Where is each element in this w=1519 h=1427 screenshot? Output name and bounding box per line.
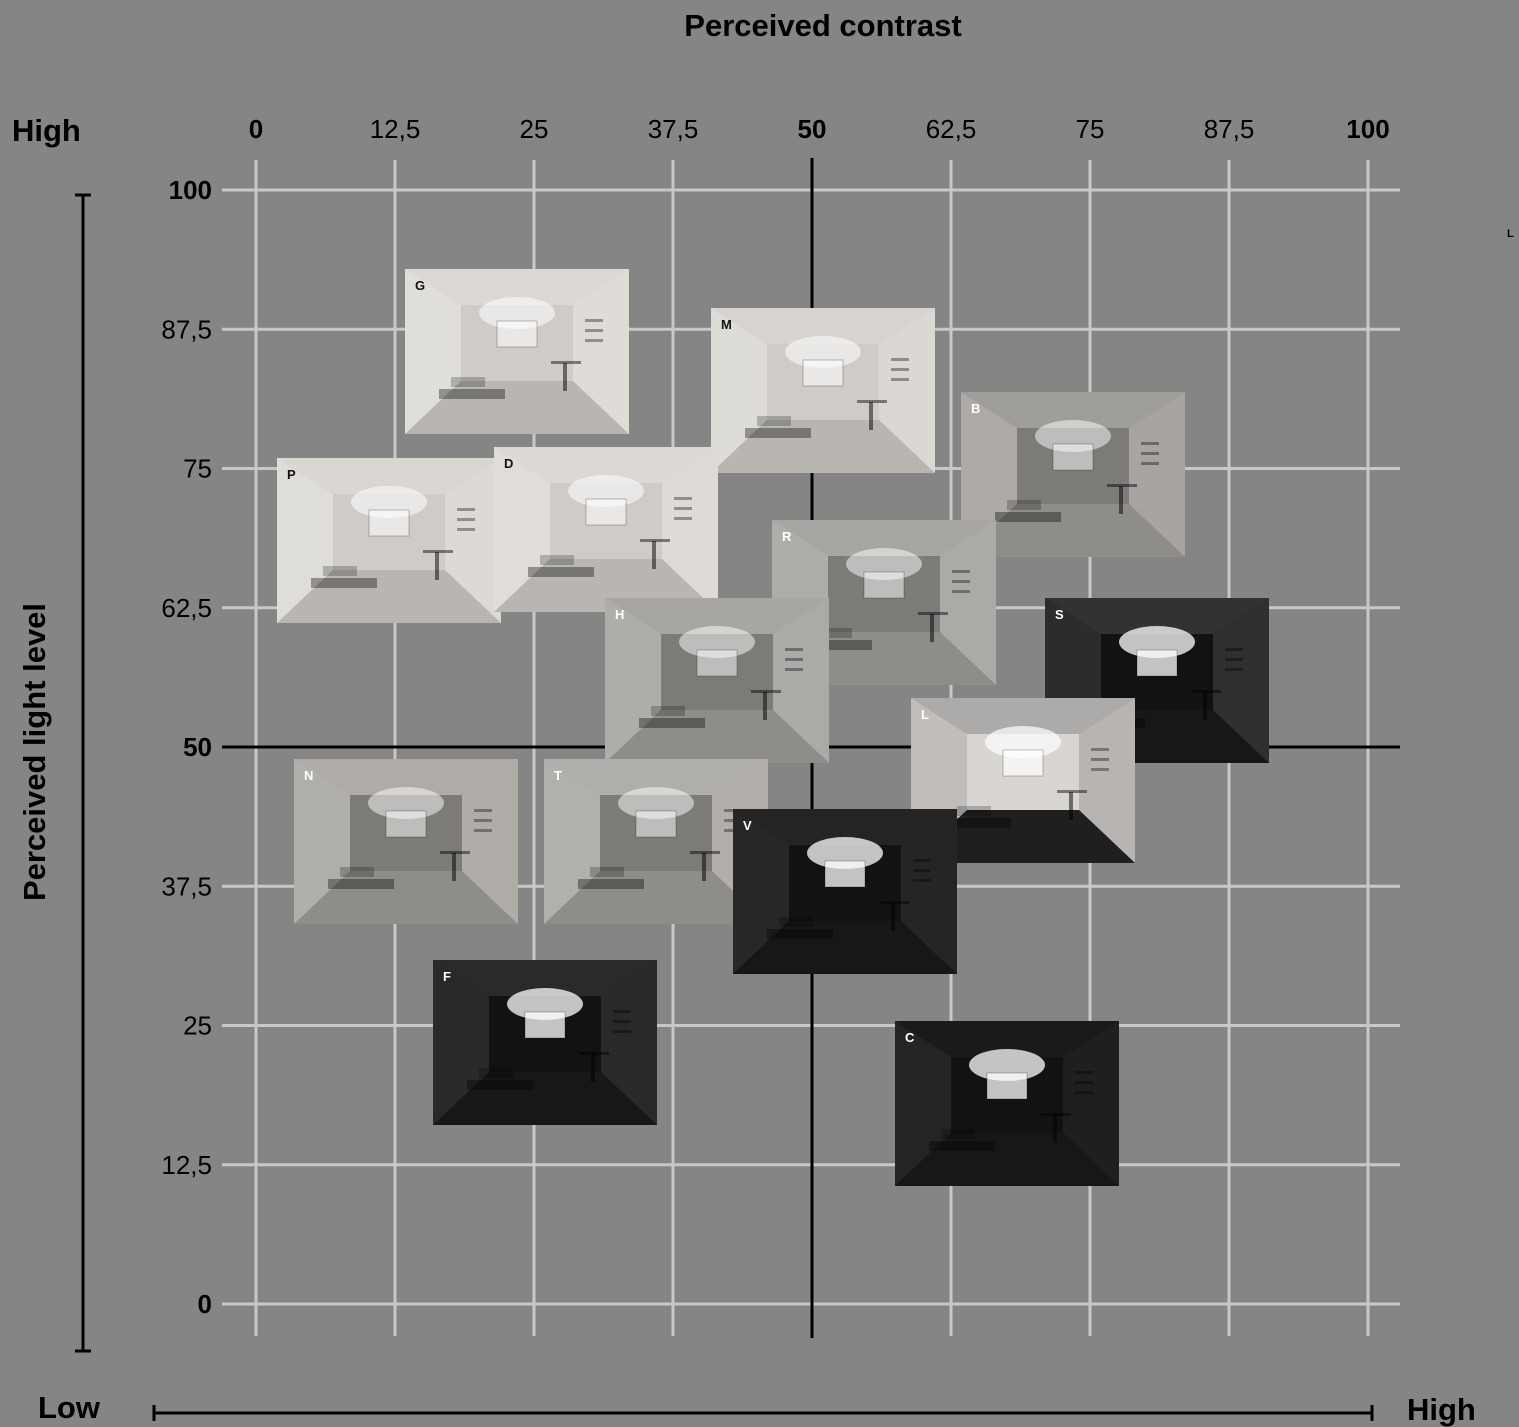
- room-illustration: [294, 759, 518, 924]
- room-label: P: [287, 467, 296, 482]
- room-label: H: [615, 607, 625, 622]
- room-thumbnail: P: [277, 458, 501, 623]
- y-tick-label: 0: [198, 1289, 212, 1319]
- x-axis-bracket: [152, 1405, 1374, 1421]
- room-thumbnail: B: [961, 392, 1185, 557]
- room-illustration: [711, 308, 935, 473]
- y-tick-label: 37,5: [161, 871, 212, 901]
- room-illustration: [961, 392, 1185, 557]
- room-label: N: [304, 768, 314, 783]
- room-label: G: [415, 278, 426, 293]
- room-thumbnail: V: [733, 809, 957, 974]
- room-illustration: [895, 1021, 1119, 1186]
- room-illustration: [433, 960, 657, 1125]
- x-tick-label: 100: [1346, 114, 1389, 144]
- room-thumbnail: N: [294, 759, 518, 924]
- room-thumbnail: F: [433, 960, 657, 1125]
- room-thumbnail: D: [494, 447, 718, 612]
- x-axis-high-label: High: [1407, 1392, 1476, 1427]
- room-thumbnail: C: [895, 1021, 1119, 1186]
- x-tick-label: 62,5: [926, 114, 977, 144]
- y-axis-high-label: High: [12, 113, 81, 148]
- room-label: F: [443, 969, 451, 984]
- room-thumbnail: G: [405, 269, 629, 434]
- y-tick-label: 75: [183, 454, 212, 484]
- room-label: T: [554, 768, 562, 783]
- room-label: M: [721, 317, 732, 332]
- room-illustration: [733, 809, 957, 974]
- room-thumbnail: L: [911, 698, 1135, 863]
- x-tick-label: 75: [1076, 114, 1105, 144]
- room-illustration: [494, 447, 718, 612]
- x-axis-low-label: Low: [38, 1390, 101, 1425]
- y-axis-bracket: [75, 193, 91, 1353]
- x-tick-label: 50: [798, 114, 827, 144]
- y-tick-label: 50: [183, 732, 212, 762]
- y-tick-label: 100: [169, 175, 212, 205]
- x-tick-label: 37,5: [648, 114, 699, 144]
- x-tick-label: 87,5: [1204, 114, 1255, 144]
- room-label: R: [782, 529, 792, 544]
- room-label: B: [971, 401, 981, 416]
- room-illustration: [605, 598, 829, 763]
- room-label: S: [1055, 607, 1064, 622]
- y-tick-label: 25: [183, 1011, 212, 1041]
- stray-label: L: [1507, 228, 1514, 240]
- x-tick-label: 25: [520, 114, 549, 144]
- y-axis-title: Perceived light level: [17, 603, 52, 901]
- x-tick-label: 12,5: [370, 114, 421, 144]
- room-illustration: [277, 458, 501, 623]
- y-tick-label: 12,5: [161, 1150, 212, 1180]
- y-tick-label: 87,5: [161, 314, 212, 344]
- x-tick-label: 0: [249, 114, 263, 144]
- tick-labels: 0 12,5 25 37,5 50 62,5 75 87,5 100 0 12,5 25 37,5 50 6…: [161, 114, 1389, 1319]
- room-label: C: [905, 1030, 915, 1045]
- room-thumbnail: M: [711, 308, 935, 473]
- chart-title: Perceived contrast: [684, 8, 961, 43]
- y-tick-label: 62,5: [161, 593, 212, 623]
- room-label: V: [743, 818, 752, 833]
- room-illustration: [405, 269, 629, 434]
- room-label: L: [921, 707, 929, 722]
- room-label: D: [504, 456, 514, 471]
- room-thumbnail: H: [605, 598, 829, 763]
